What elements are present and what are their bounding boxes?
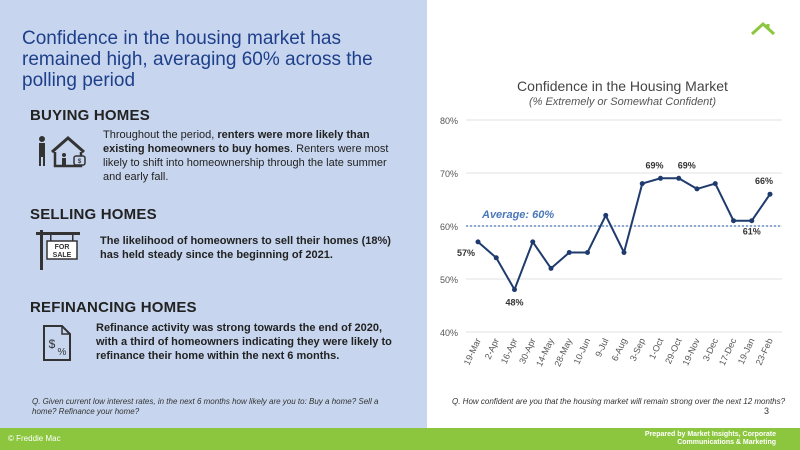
x-tick-label: 6-Aug: [610, 337, 629, 363]
confidence-line-chart: 40% 50% 60% 70% 80% Average: 60% 57% 48% 69% 69…: [440, 116, 782, 368]
sign-text-sale: SALE: [53, 252, 72, 259]
data-point: [676, 175, 682, 181]
left-panel: Confidence in the housing market has rem…: [0, 0, 427, 428]
x-tick-label: 3-Sep: [628, 337, 647, 363]
data-point: [585, 250, 590, 255]
data-point: [566, 250, 572, 255]
footnote-left: Q. Given current low interest rates, in …: [32, 397, 379, 416]
page-number: 3: [764, 406, 770, 416]
data-label: 69%: [645, 160, 663, 170]
data-point: [493, 255, 499, 261]
data-point: [512, 287, 517, 293]
data-labels: 57% 48% 69% 69% 61% 66%: [457, 160, 773, 307]
svg-text:$: $: [49, 337, 56, 351]
family-house-icon: $: [39, 136, 86, 168]
x-tick-label: 17-Dec: [717, 336, 739, 367]
x-tick-label: 19-Mar: [462, 337, 483, 367]
y-tick-label: 50%: [440, 275, 458, 285]
data-point: [694, 186, 700, 192]
svg-text:$: $: [78, 159, 82, 165]
selling-homes-text: The likelihood of homeowners to sell the…: [100, 235, 391, 261]
refinancing-homes-text: Refinance activity was strong towards th…: [96, 322, 392, 362]
average-line-group: Average: 60%: [466, 209, 782, 227]
average-label: Average: 60%: [481, 209, 554, 221]
data-point: [639, 181, 645, 187]
y-axis-ticks: 40% 50% 60% 70% 80%: [440, 116, 458, 338]
selling-homes-title: SELLING HOMES: [30, 206, 157, 223]
buying-homes-title: BUYING HOMES: [30, 107, 150, 124]
series-line-group: [477, 177, 771, 292]
data-point: [603, 212, 609, 218]
freddie-mac-logo-icon: [750, 21, 776, 36]
for-sale-sign-icon: FOR SALE: [36, 230, 80, 270]
series-line: [477, 177, 771, 292]
x-tick-label: 9-Jul: [593, 337, 610, 359]
x-tick-label: 10-Jun: [572, 337, 593, 366]
x-tick-label: 3-Dec: [701, 336, 720, 362]
prepared-by-text: Prepared by Market Insights, Corporate C…: [644, 431, 776, 446]
svg-text:%: %: [58, 347, 67, 358]
data-point: [621, 250, 627, 255]
refinancing-homes-title: REFINANCING HOMES: [30, 299, 197, 316]
data-point: [475, 239, 481, 245]
y-tick-label: 40%: [440, 328, 458, 338]
data-point: [749, 218, 755, 224]
data-point: [548, 265, 554, 271]
sign-text-for: FOR: [55, 244, 70, 251]
buying-homes-text: Throughout the period, renters were more…: [103, 129, 389, 183]
data-point: [731, 218, 736, 224]
y-tick-label: 60%: [440, 222, 458, 232]
dollar-percent-document-icon: $ %: [43, 325, 71, 361]
x-tick-label: 19-Nov: [680, 336, 702, 367]
data-label: 48%: [505, 298, 523, 308]
data-point: [530, 239, 536, 245]
copyright-text: © Freddie Mac: [8, 434, 61, 443]
chart-subtitle: (% Extremely or Somewhat Confident): [528, 96, 717, 108]
x-tick-label: 2-Apr: [483, 337, 501, 361]
data-label: 66%: [755, 176, 773, 186]
headline: Confidence in the housing market has rem…: [22, 28, 373, 91]
data-label: 57%: [457, 248, 475, 258]
data-label: 61%: [743, 227, 761, 237]
x-tick-label: 1-Oct: [647, 336, 666, 361]
chart-title: Confidence in the Housing Market: [517, 78, 728, 94]
x-tick-label: 23-Feb: [754, 337, 775, 367]
footnote-right: Q. How confident are you that the housin…: [452, 397, 786, 406]
data-point: [712, 181, 718, 187]
data-point: [767, 191, 773, 197]
data-points: [475, 175, 773, 293]
y-tick-label: 80%: [440, 116, 458, 126]
data-label: 69%: [678, 160, 696, 170]
footer-bar: © Freddie Mac Prepared by Market Insight…: [0, 428, 800, 450]
data-point: [658, 175, 663, 181]
y-tick-label: 70%: [440, 169, 458, 179]
x-axis-ticks: 19-Mar 2-Apr16-Apr30-Apr14-May28-May10-Ju…: [462, 336, 775, 368]
